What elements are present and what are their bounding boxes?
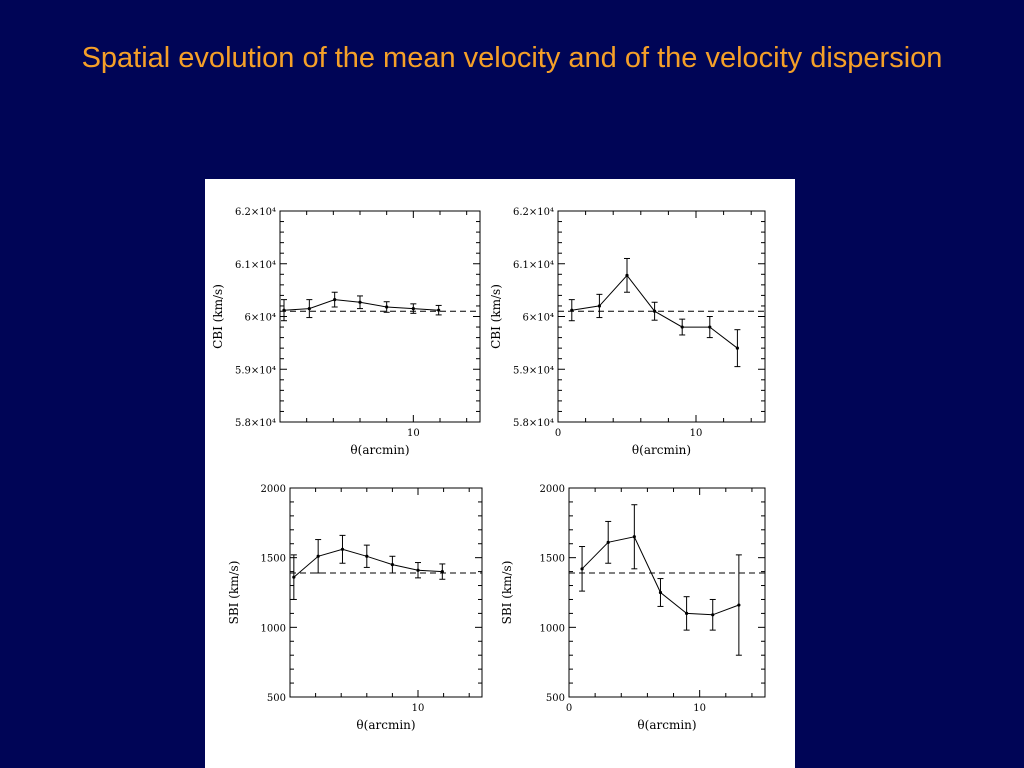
y-axis-label: CBI (km/s)	[489, 284, 503, 349]
data-point	[711, 613, 715, 617]
data-point	[580, 567, 584, 571]
data-point	[632, 535, 636, 539]
data-point	[390, 563, 394, 567]
data-point	[708, 325, 712, 329]
x-axis-label: θ(arcmin)	[350, 443, 409, 457]
y-tick-label: 6.2×10⁴	[513, 207, 554, 218]
data-point	[658, 590, 663, 595]
y-tick-label: 5.8×10⁴	[235, 418, 276, 429]
y-tick-label: 1000	[261, 623, 286, 634]
data-point	[307, 306, 311, 311]
x-tick-label: 10	[693, 703, 706, 714]
data-point	[570, 308, 574, 312]
data-point	[735, 346, 740, 350]
y-tick-label: 5.9×10⁴	[513, 365, 554, 376]
plot-frame	[289, 487, 483, 698]
y-tick-label: 500	[267, 693, 286, 704]
data-point	[440, 570, 444, 574]
data-point	[737, 603, 741, 607]
y-tick-label: 5.8×10⁴	[513, 418, 554, 429]
chart-sbi-right: 500 1000 1500 2000 0 10 θ(arcmin) SBI (km/s)	[500, 484, 766, 732]
y-tick-label: 1000	[540, 623, 565, 634]
data-point	[606, 540, 610, 544]
data-point	[685, 611, 689, 615]
x-axis-label: θ(arcmin)	[632, 443, 691, 457]
x-tick-label: 10	[690, 428, 703, 439]
figure-svg: 5.8×10⁴ 5.9×10⁴ 6×10⁴ 6.1×10⁴ 6.2×10⁴ 10 θ(arc…	[211, 207, 766, 732]
y-tick-label: 1500	[540, 554, 565, 565]
data-point	[437, 308, 441, 312]
data-point	[385, 305, 389, 309]
y-axis-label: SBI (km/s)	[500, 561, 514, 625]
y-tick-label: 2000	[540, 484, 565, 495]
y-tick-label: 6.1×10⁴	[235, 260, 276, 271]
data-point	[653, 309, 657, 313]
x-axis-label: θ(arcmin)	[637, 718, 696, 732]
data-point	[316, 554, 320, 558]
y-axis-label: CBI (km/s)	[211, 284, 225, 349]
slide-title: Spatial evolution of the mean velocity a…	[81, 42, 943, 74]
y-tick-label: 6×10⁴	[245, 313, 276, 324]
plot-frame	[568, 487, 766, 698]
x-tick-label: 0	[566, 703, 572, 714]
y-tick-label: 1500	[261, 554, 286, 565]
data-point	[282, 308, 286, 312]
x-tick-label: 0	[555, 428, 561, 439]
figure-panel: 5.8×10⁴ 5.9×10⁴ 6×10⁴ 6.1×10⁴ 6.2×10⁴ 10 θ(arc…	[205, 179, 795, 768]
x-tick-label: 10	[407, 428, 420, 439]
chart-sbi-left: 500 1000 1500 2000 10 θ(arcmin) SBI (km/s)	[227, 484, 483, 732]
y-tick-label: 5.9×10⁴	[235, 365, 276, 376]
x-axis-label: θ(arcmin)	[356, 718, 415, 732]
plot-frame	[279, 210, 481, 423]
y-tick-label: 500	[546, 693, 565, 704]
data-point	[333, 298, 337, 302]
chart-cbi-left: 5.8×10⁴ 5.9×10⁴ 6×10⁴ 6.1×10⁴ 6.2×10⁴ 10 θ(arc…	[211, 207, 481, 457]
plot-frame	[557, 210, 766, 423]
y-tick-label: 6×10⁴	[523, 313, 554, 324]
data-point	[416, 568, 420, 572]
data-point	[411, 306, 415, 311]
data-point	[358, 300, 362, 304]
data-point	[365, 554, 369, 558]
y-axis-label: SBI (km/s)	[227, 561, 241, 625]
y-tick-label: 6.1×10⁴	[513, 260, 554, 271]
data-point	[680, 325, 684, 329]
data-point	[292, 575, 296, 579]
y-tick-label: 2000	[261, 484, 286, 495]
chart-cbi-right: 5.8×10⁴ 5.9×10⁴ 6×10⁴ 6.1×10⁴ 6.2×10⁴ 0 10 θ(ar…	[489, 207, 766, 457]
data-point	[340, 547, 345, 551]
data-point	[597, 304, 601, 308]
x-tick-label: 10	[412, 703, 425, 714]
y-tick-label: 6.2×10⁴	[235, 207, 276, 218]
data-point	[625, 273, 629, 277]
